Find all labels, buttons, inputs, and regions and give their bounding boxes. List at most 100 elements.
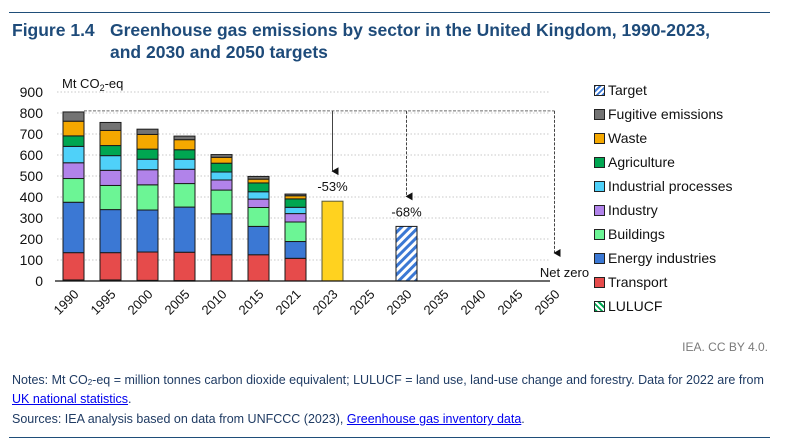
- ghg-inventory-link[interactable]: Greenhouse gas inventory data: [346, 412, 522, 426]
- legend-label: LULUCF: [608, 298, 663, 314]
- y-tick-label: 900: [20, 84, 44, 100]
- legend-label: Waste: [608, 130, 648, 146]
- bar-segment-agriculture: [136, 148, 159, 160]
- bar-segment-transport: [62, 252, 85, 281]
- y-tick-label: 100: [20, 252, 44, 268]
- bar-segment-industry: [173, 168, 196, 185]
- bar-segment-energy-industries: [136, 209, 159, 253]
- bottom-rule: [9, 437, 770, 438]
- y-axis: 0 100 200 300 400 500 600 700 800 900: [20, 84, 44, 289]
- legend-swatch: [594, 229, 605, 240]
- bar-segment-industry: [247, 198, 270, 208]
- y-tick-label: 700: [20, 126, 44, 142]
- bar-segment-fugitive-emissions: [210, 154, 233, 158]
- bar-segment-transport: [247, 254, 270, 282]
- y-tick-label: 300: [20, 210, 44, 226]
- bar-segment-waste: [62, 120, 85, 137]
- label-2030-change: -68%: [391, 204, 422, 219]
- legend-swatch: [594, 157, 605, 168]
- bar-segment-waste: [99, 129, 122, 147]
- legend-label: Fugitive emissions: [608, 106, 724, 122]
- bars: -53% -68% Net zero: [62, 111, 589, 282]
- credit-text: IEA. CC BY 4.0.: [682, 340, 768, 354]
- bar-segment-fugitive-emissions: [136, 128, 159, 135]
- emissions-chart: 0 100 200 300 400 500 600 700 800 900 -53% -68% Net…: [20, 76, 589, 318]
- title-line-2: and 2030 and 2050 targets: [110, 42, 328, 62]
- bar-segment-industry: [210, 179, 233, 191]
- x-tick-label: 2023: [310, 287, 341, 318]
- bar-segment-agriculture: [173, 149, 196, 160]
- bar-segment-energy-industries: [99, 209, 122, 254]
- sources-text: Sources: IEA analysis based on data from…: [12, 412, 525, 426]
- legend-label: Energy industries: [608, 250, 717, 266]
- x-tick-label: 1995: [88, 287, 119, 318]
- bar-segment-agriculture: [284, 198, 307, 208]
- figure-title: Figure 1.4 Greenhouse gas emissions by se…: [12, 19, 772, 63]
- legend-label: Buildings: [608, 226, 665, 242]
- figure-number: Figure 1.4: [12, 20, 95, 40]
- legend-swatch: [594, 277, 605, 288]
- legend-label: Industry: [608, 202, 658, 218]
- reference-line: [84, 110, 561, 257]
- bar-segment-industrial-processes: [136, 158, 159, 171]
- bar-segment-fugitive-emissions: [99, 121, 122, 131]
- x-tick-label: 2015: [236, 287, 267, 318]
- y-axis-label: Mt CO2-eq: [62, 76, 123, 93]
- bar-segment-fugitive-emissions: [247, 175, 270, 180]
- bar-segment-industry: [284, 213, 307, 223]
- bar-segment-buildings: [99, 184, 122, 211]
- bar-segment-agriculture: [99, 145, 122, 157]
- bar-segment-transport: [284, 257, 307, 282]
- legend-swatch: [594, 253, 605, 264]
- bar-2030-target: [395, 225, 418, 282]
- legend-swatch: [594, 205, 605, 216]
- x-tick-label: 2030: [384, 287, 415, 318]
- bar-segment-fugitive-emissions: [284, 193, 307, 197]
- y-tick-label: 800: [20, 105, 44, 121]
- bar-segment-transport: [99, 252, 122, 281]
- x-tick-label: 2021: [273, 287, 304, 318]
- x-tick-label: 2050: [532, 287, 563, 318]
- legend-swatch: [594, 181, 605, 192]
- bar-segment-industrial-processes: [173, 158, 196, 170]
- y-tick-label: 500: [20, 168, 44, 184]
- bar-segment-waste: [210, 156, 233, 164]
- legend-swatch: [594, 85, 605, 96]
- bar-segment-waste: [247, 178, 270, 184]
- bar-segment-industrial-processes: [210, 171, 233, 181]
- bar-segment-waste: [136, 133, 159, 150]
- bar-segment-agriculture: [210, 162, 233, 173]
- label-2023-change: -53%: [317, 179, 348, 194]
- x-axis: 1990 1995 2000 2005 2010 2015 2021 2023 2025 2030…: [51, 280, 563, 318]
- bar-segment-energy-industries: [210, 213, 233, 256]
- bar-segment-energy-industries: [284, 241, 307, 259]
- bar-segment-fugitive-emissions: [173, 135, 196, 141]
- bar-segment-buildings: [62, 178, 85, 203]
- legend-label: Agriculture: [608, 154, 675, 170]
- bar-segment-agriculture: [247, 182, 270, 193]
- y-tick-label: 200: [20, 231, 44, 247]
- y-tick-label: 0: [35, 273, 43, 289]
- label-2050-net-zero: Net zero: [540, 265, 589, 280]
- bar-segment-agriculture: [62, 135, 85, 147]
- bar-segment-buildings: [136, 184, 159, 211]
- notes: Notes: Mt CO2-eq = million tonnes carbon…: [12, 372, 782, 431]
- x-tick-label: 2040: [458, 287, 489, 318]
- uk-national-statistics-link[interactable]: UK national statistics: [12, 392, 129, 406]
- bar-segment-waste: [173, 139, 196, 151]
- legend-label: Industrial processes: [608, 178, 733, 194]
- bar-2023-estimate: [321, 200, 344, 282]
- bar-segment-transport: [210, 254, 233, 282]
- bar-segment-industry: [136, 169, 159, 186]
- bar-segment-energy-industries: [247, 225, 270, 256]
- bar-segment-transport: [173, 251, 196, 282]
- bar-segment-industrial-processes: [62, 145, 85, 164]
- bar-segment-buildings: [173, 183, 196, 208]
- bar-segment-energy-industries: [173, 206, 196, 253]
- legend-swatch: [594, 301, 605, 312]
- bar-segment-energy-industries: [62, 201, 85, 254]
- bar-segment-transport: [136, 251, 159, 281]
- bar-segment-industry: [62, 162, 85, 180]
- x-tick-label: 2045: [495, 287, 526, 318]
- bar-segment-industrial-processes: [284, 206, 307, 215]
